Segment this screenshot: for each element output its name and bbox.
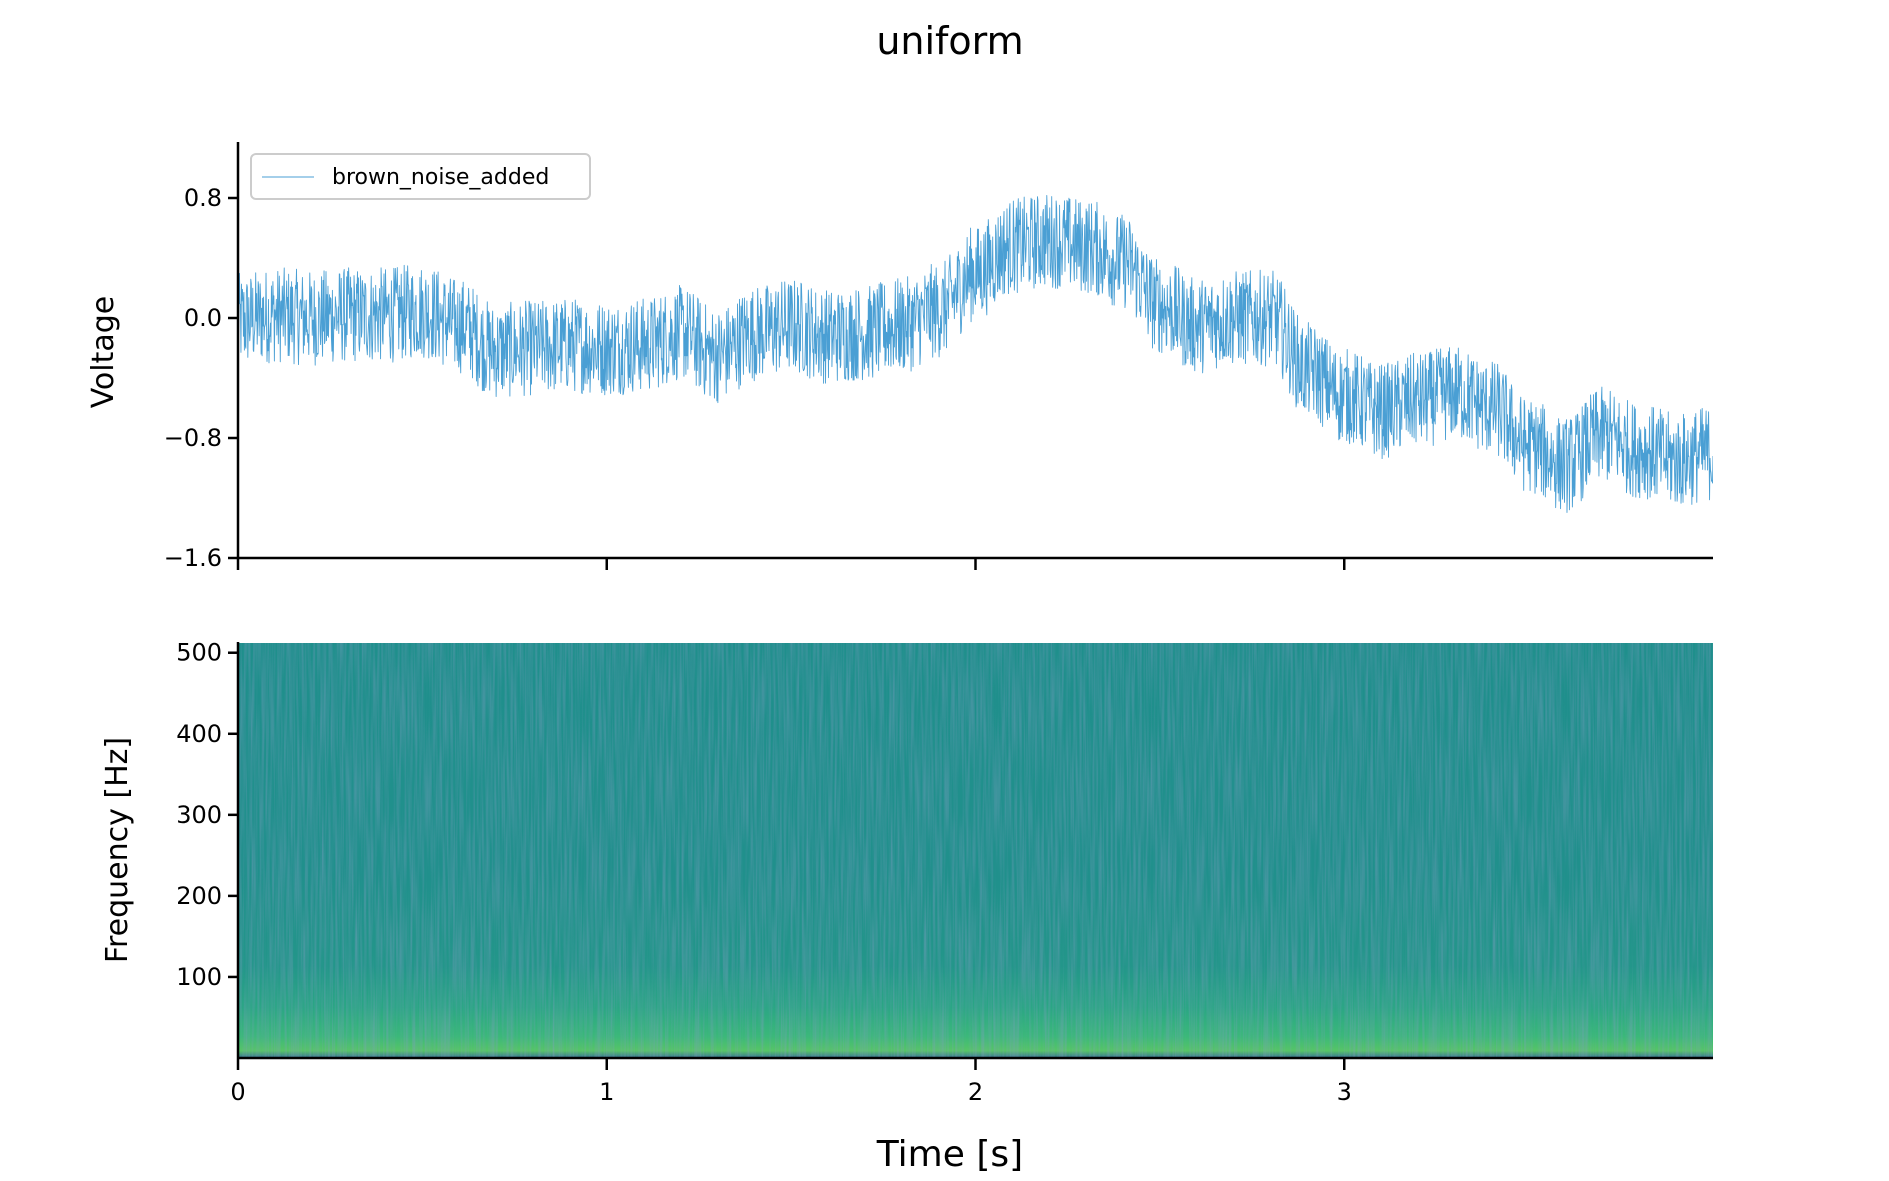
x-tick-label: 2: [968, 1078, 983, 1106]
voltage-y-axis-label: Voltage: [86, 296, 121, 409]
voltage-y-tick-label: −1.6: [164, 544, 222, 572]
spectrogram-y-tick-label: 300: [176, 801, 222, 829]
spectrogram-x-ticks: 0 1 2 3: [230, 1058, 1352, 1106]
legend-frame: [250, 153, 591, 200]
spectrogram-y-axis-label: Frequency [Hz]: [100, 737, 135, 963]
x-tick-label: 0: [230, 1078, 245, 1106]
spectrogram-y-tick-label: 400: [176, 720, 222, 748]
voltage-y-tick-label: 0.8: [184, 184, 222, 212]
x-tick-label: 3: [1337, 1078, 1352, 1106]
legend-label: brown_noise_added: [332, 165, 549, 190]
voltage-y-ticks: 0.8 0.0 −0.8 −1.6: [164, 184, 238, 572]
series-line-brown-noise-added: [237, 195, 1713, 513]
voltage-y-tick-label: −0.8: [164, 424, 222, 452]
legend: brown_noise_added: [250, 153, 591, 200]
x-axis-label: Time [s]: [876, 1134, 1023, 1175]
spectrogram-texture: [238, 643, 1713, 1057]
spectrogram-panel: 100 200 300 400 500 0 1 2 3 Frequency [Hz] Time…: [100, 639, 1713, 1175]
x-tick-label: 1: [599, 1078, 614, 1106]
spectrogram-y-ticks: 100 200 300 400 500: [176, 639, 238, 991]
voltage-x-ticks: [236, 558, 1346, 570]
voltage-panel: 0.8 0.0 −0.8 −1.6 Voltage brown_noise_added: [86, 142, 1713, 572]
spectrogram-y-tick-label: 200: [176, 882, 222, 910]
voltage-y-tick-label: 0.0: [184, 304, 222, 332]
spectrogram-y-tick-label: 100: [176, 963, 222, 991]
spectrogram-y-tick-label: 500: [176, 639, 222, 667]
chart-title: uniform: [876, 19, 1023, 63]
